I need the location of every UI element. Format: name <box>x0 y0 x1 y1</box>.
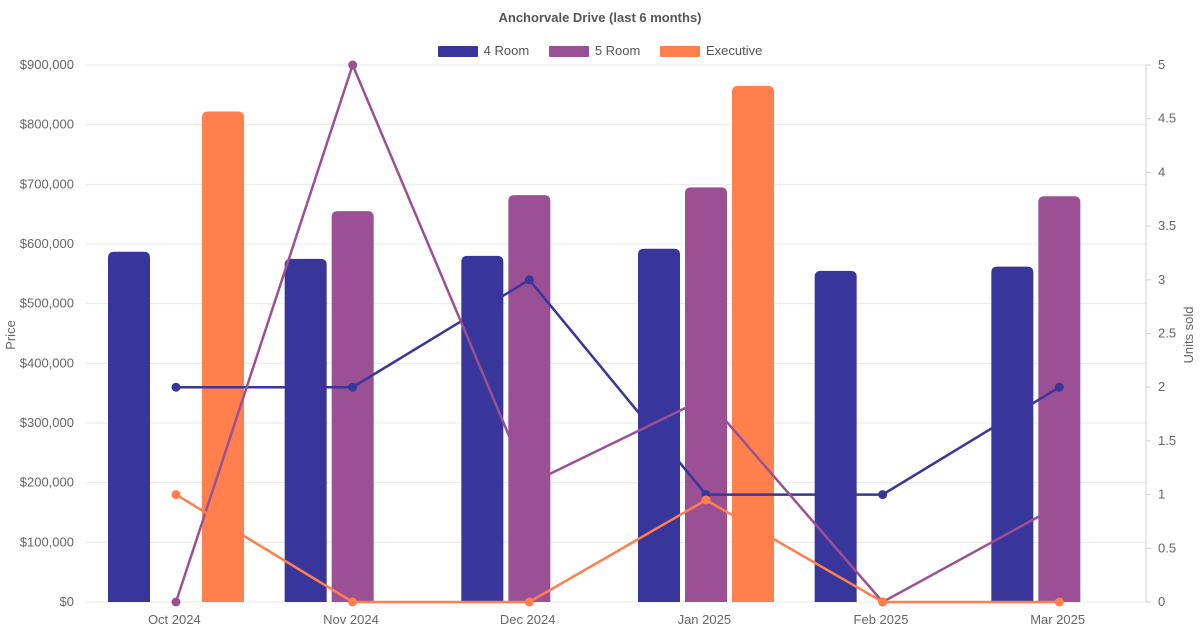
svg-text:5: 5 <box>1158 57 1165 72</box>
svg-text:Units sold: Units sold <box>1181 306 1196 363</box>
svg-text:$900,000: $900,000 <box>20 57 74 72</box>
svg-text:3.5: 3.5 <box>1158 218 1176 233</box>
svg-text:Oct 2024: Oct 2024 <box>148 612 201 627</box>
svg-text:4: 4 <box>1158 164 1165 179</box>
svg-text:$100,000: $100,000 <box>20 534 74 549</box>
svg-text:Nov 2024: Nov 2024 <box>323 612 379 627</box>
svg-text:0.5: 0.5 <box>1158 540 1176 555</box>
svg-text:$400,000: $400,000 <box>20 355 74 370</box>
svg-text:$700,000: $700,000 <box>20 176 74 191</box>
svg-text:1: 1 <box>1158 487 1165 502</box>
svg-text:0: 0 <box>1158 594 1165 609</box>
svg-text:$0: $0 <box>60 594 74 609</box>
svg-text:1.5: 1.5 <box>1158 433 1176 448</box>
svg-text:2: 2 <box>1158 379 1165 394</box>
svg-text:2.5: 2.5 <box>1158 326 1176 341</box>
svg-text:Jan 2025: Jan 2025 <box>678 612 732 627</box>
svg-text:Price: Price <box>3 320 18 350</box>
svg-text:Dec 2024: Dec 2024 <box>500 612 556 627</box>
svg-text:$600,000: $600,000 <box>20 236 74 251</box>
svg-text:3: 3 <box>1158 272 1165 287</box>
svg-text:$200,000: $200,000 <box>20 475 74 490</box>
svg-text:Feb 2025: Feb 2025 <box>854 612 909 627</box>
svg-text:$300,000: $300,000 <box>20 415 74 430</box>
svg-text:$800,000: $800,000 <box>20 117 74 132</box>
svg-text:4.5: 4.5 <box>1158 111 1176 126</box>
svg-text:$500,000: $500,000 <box>20 296 74 311</box>
svg-text:Mar 2025: Mar 2025 <box>1030 612 1085 627</box>
